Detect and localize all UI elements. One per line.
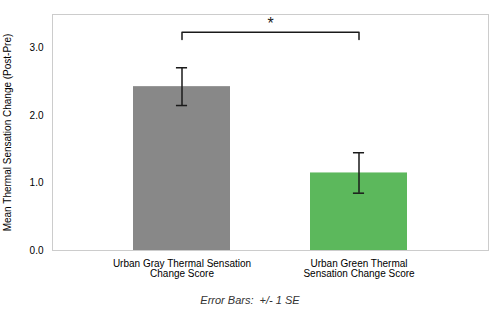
svg-text:Urban Gray Thermal SensationCh: Urban Gray Thermal SensationChange Score — [113, 258, 251, 279]
svg-text:3.0: 3.0 — [30, 42, 44, 53]
html-text:Error Bars: +/- 1 SE: Error Bars: +/- 1 SE — [200, 294, 300, 306]
svg-text:*: * — [267, 15, 273, 32]
svg-text:0.0: 0.0 — [30, 245, 44, 256]
svg-text:Mean Thermal Sensation Change: Mean Thermal Sensation Change (Post-Pre) — [2, 34, 13, 232]
svg-text:2.0: 2.0 — [30, 110, 44, 121]
svg-text:Urban Green ThermalSensation C: Urban Green ThermalSensation Change Scor… — [303, 258, 415, 279]
svg-text:1.0: 1.0 — [30, 177, 44, 188]
